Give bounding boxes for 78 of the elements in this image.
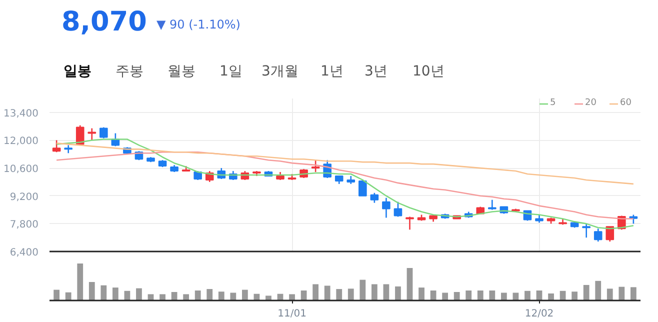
bar: [324, 286, 330, 300]
text: 3개월: [262, 64, 298, 80]
legend-label: 20: [585, 98, 598, 108]
candlestick: [358, 179, 367, 197]
bar: [206, 289, 213, 300]
bar: [348, 288, 354, 300]
bar: [336, 289, 342, 300]
bar: [442, 292, 448, 300]
bar: [548, 293, 554, 300]
bar: [466, 290, 472, 300]
text: 8,070: [62, 6, 147, 38]
bar: [230, 292, 236, 300]
text: 월봉: [168, 64, 196, 80]
bar: [477, 290, 484, 300]
candlestick: [311, 159, 320, 173]
candlestick: [488, 199, 496, 210]
candlestick: [52, 140, 61, 153]
candlestick: [88, 128, 96, 141]
text: ▼ 90 (-1.10%): [156, 18, 240, 32]
bar: [266, 296, 272, 300]
text: 주봉: [116, 64, 144, 80]
bar: [100, 285, 107, 300]
bar: [630, 287, 636, 300]
legend-label: 5: [550, 98, 557, 108]
bar: [406, 268, 413, 300]
text: 1년: [320, 64, 344, 80]
candlestick: [100, 126, 108, 139]
line-series: [56, 142, 634, 185]
candlestick: [370, 192, 379, 204]
bar: [595, 280, 602, 300]
text: 일봉: [64, 64, 92, 80]
text: 3년: [364, 64, 388, 80]
bar: [500, 292, 507, 300]
bar: [112, 288, 118, 300]
y-tick-label: 10,600: [4, 164, 39, 176]
bar: [418, 288, 424, 300]
bar: [383, 284, 390, 300]
candlestick: [582, 223, 590, 238]
bar: [395, 286, 401, 300]
line-series: [56, 138, 634, 230]
candlestick: [594, 228, 602, 242]
x-tick-label: 12/02: [524, 308, 554, 320]
bar: [371, 284, 378, 300]
bar: [289, 294, 295, 300]
bar: [160, 294, 166, 300]
bar: [360, 280, 366, 300]
bar: [77, 264, 84, 300]
candlestick: [382, 197, 390, 218]
text: 1일: [220, 64, 242, 80]
bar: [512, 292, 519, 300]
bar: [242, 290, 248, 300]
bar: [183, 294, 190, 300]
bar: [489, 290, 496, 300]
candlestick: [406, 216, 414, 230]
bar: [524, 290, 530, 300]
candlestick: [76, 124, 84, 145]
bar: [454, 292, 460, 300]
y-tick-label: 6,400: [10, 248, 39, 258]
y-tick-label: 12,000: [4, 136, 39, 148]
y-tick-label: 9,200: [10, 192, 39, 203]
y-tick-label: 7,800: [10, 220, 39, 231]
bar: [618, 286, 625, 300]
bar: [606, 288, 613, 300]
bar: [218, 292, 224, 300]
bar: [54, 290, 60, 300]
bar: [88, 282, 95, 300]
legend-label: 60: [620, 98, 632, 108]
text: 10년: [412, 64, 444, 80]
bar: [583, 284, 590, 300]
y-tick-label: 13,400: [4, 108, 39, 120]
bar: [136, 288, 142, 300]
candlestick: [606, 226, 614, 242]
bar: [572, 292, 578, 300]
candlestick: [394, 201, 402, 218]
bar: [194, 290, 201, 300]
x-tick-label: 11/01: [278, 308, 306, 320]
bar: [312, 284, 319, 300]
bar: [65, 292, 72, 300]
